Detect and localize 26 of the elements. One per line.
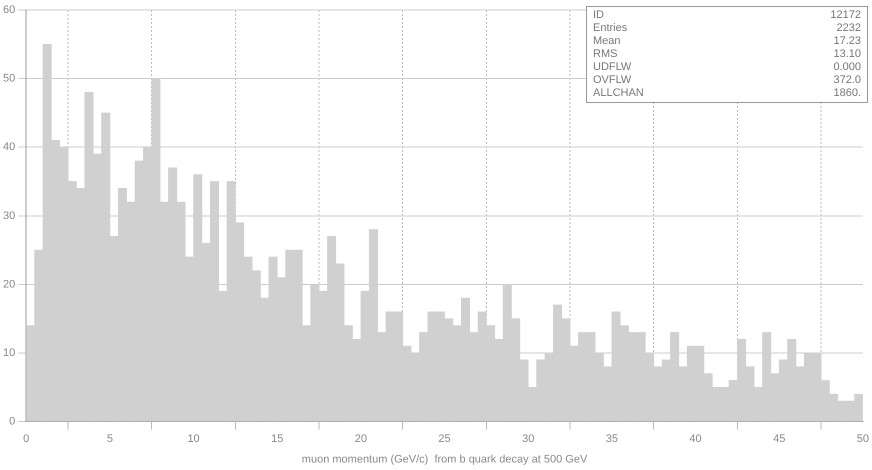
y-tick-label: 40 xyxy=(2,141,16,154)
y-tick-label: 60 xyxy=(2,4,16,16)
text: Mean 17.23 xyxy=(593,35,861,47)
text: ID 12172 xyxy=(593,9,861,21)
x-tick-label: 30 xyxy=(522,433,534,446)
x-tick-label: 5 xyxy=(106,433,113,446)
y-tick-label: 10 xyxy=(2,347,16,360)
y-tick-label: 20 xyxy=(2,278,16,290)
text: UDFLW 0.000 xyxy=(593,61,861,73)
x-tick-label: 25 xyxy=(438,433,451,446)
text: Entries 2232 xyxy=(593,22,861,34)
y-tick-label: 0 xyxy=(9,416,16,428)
y-tick-label: 50 xyxy=(2,72,16,85)
x-tick-label: 35 xyxy=(606,433,618,446)
x-axis-title: muon momentum (GeV/c) from b quark decay at 500 GeV xyxy=(302,453,588,466)
x-tick-label: 45 xyxy=(773,433,786,446)
x-tick-label: 10 xyxy=(187,433,200,446)
x-tick-label: 50 xyxy=(856,433,870,446)
y-tick-label: 30 xyxy=(2,210,16,222)
x-tick-label: 20 xyxy=(354,433,368,446)
text: OVFLW 372.0 xyxy=(593,74,861,86)
x-tick-label: 40 xyxy=(689,433,702,446)
text: ALLCHAN 1860. xyxy=(593,87,861,99)
x-tick-label: 0 xyxy=(23,433,30,446)
x-tick-label: 15 xyxy=(271,433,284,446)
text: RMS 13.10 xyxy=(593,48,861,60)
